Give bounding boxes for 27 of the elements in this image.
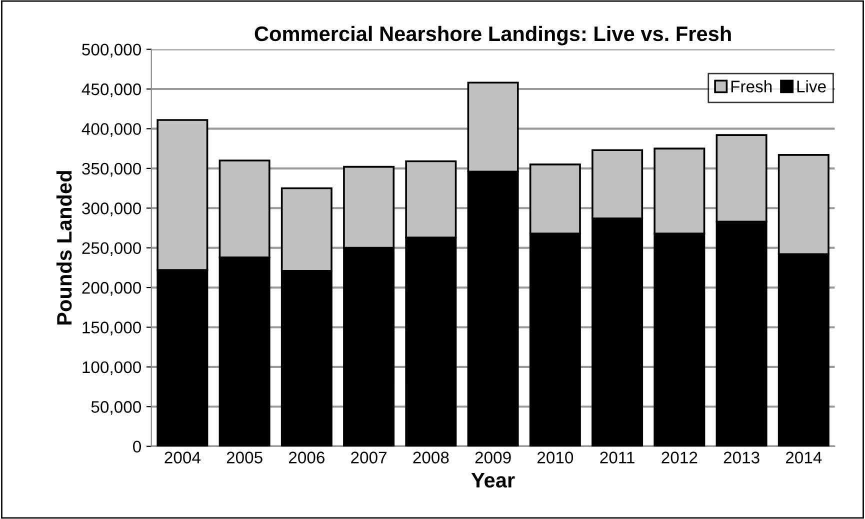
x-tick-label: 2011: [600, 452, 634, 464]
x-tick-label: 2009: [475, 452, 511, 464]
x-tick-label: 2005: [226, 452, 262, 464]
y-tick-label: 300,000: [82, 202, 142, 216]
legend-label: Fresh: [731, 80, 772, 92]
x-tick-label: 2012: [662, 452, 698, 464]
y-tick-label: 200,000: [82, 282, 142, 296]
y-tick-label: 500,000: [82, 44, 142, 58]
legend-label: Live: [797, 80, 826, 92]
y-tick-label: 100,000: [82, 361, 142, 376]
y-tick-label: 50,000: [91, 401, 142, 415]
y-tick-label: 0: [133, 440, 141, 453]
x-tick-label: 2014: [786, 452, 822, 464]
y-tick-label: 150,000: [82, 322, 142, 336]
y-tick-label: 350,000: [82, 162, 142, 177]
x-tick-label: 2004: [164, 452, 200, 464]
x-tick-label: 2008: [413, 452, 449, 464]
chart-title: Commercial Nearshore Landings: Live vs. Fresh: [254, 26, 731, 46]
x-axis-title: Year: [471, 473, 515, 488]
y-tick-label: 250,000: [82, 242, 142, 256]
y-tick-label: 400,000: [82, 123, 142, 137]
y-axis-title: Pounds Landed: [56, 171, 72, 325]
x-tick-label: 2006: [288, 452, 324, 464]
x-tick-label: 2013: [724, 452, 760, 464]
y-tick-label: 450,000: [82, 83, 142, 98]
x-tick-label: 2010: [537, 452, 574, 464]
x-tick-label: 2007: [351, 452, 387, 464]
